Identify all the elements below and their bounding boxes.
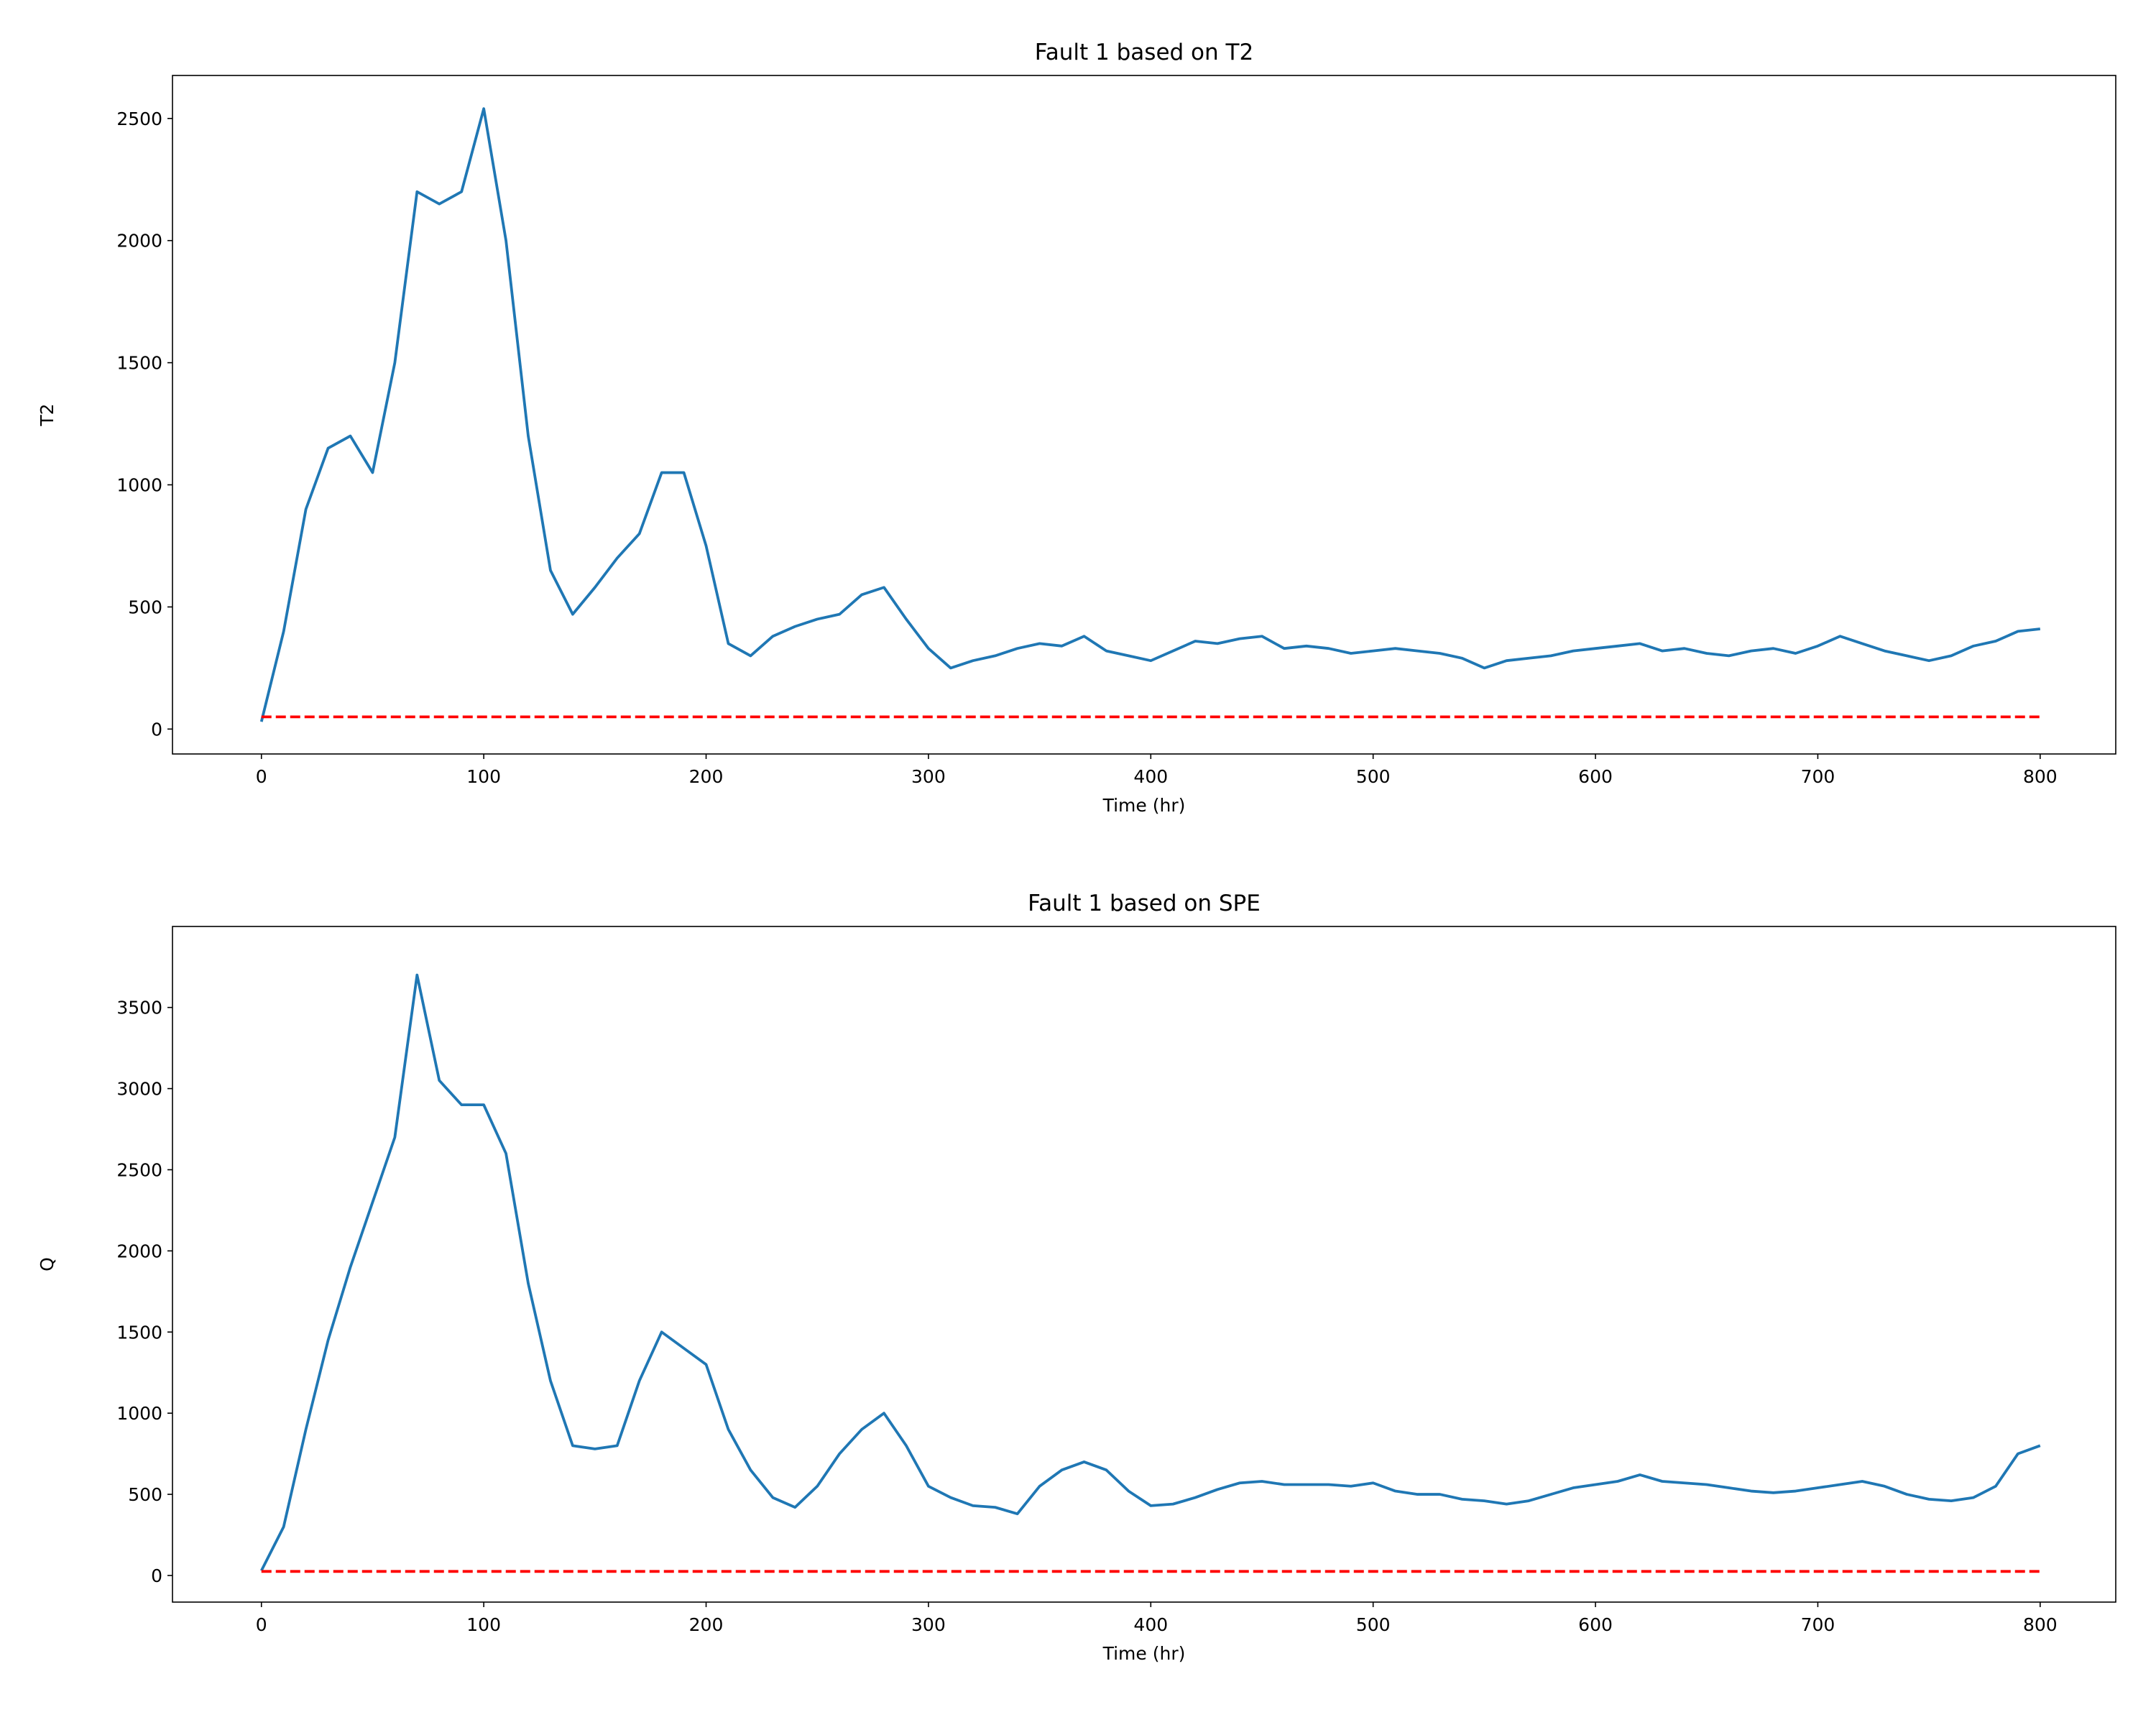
plot-frame	[172, 926, 2116, 1603]
y-tick-label: 1000	[116, 475, 162, 496]
y-tick-label: 2000	[116, 1241, 162, 1261]
x-axis-label: Time (hr)	[1102, 1643, 1186, 1664]
x-tick-label: 100	[466, 766, 501, 787]
y-tick-label: 3500	[116, 998, 162, 1018]
y-tick-label: 0	[151, 719, 162, 740]
y-axis-label: Q	[37, 1257, 57, 1271]
series-line	[260, 973, 2041, 1572]
chart-title: Fault 1 based on SPE	[1028, 891, 1261, 916]
x-tick-label: 800	[2023, 1614, 2058, 1635]
x-tick-label: 600	[1578, 1614, 1613, 1635]
series-line	[259, 107, 2041, 722]
x-tick-label: 700	[1801, 766, 1835, 787]
y-tick-label: 2500	[116, 1159, 162, 1180]
y-tick-label: 1500	[116, 1322, 162, 1343]
plot-frame	[172, 75, 2116, 755]
x-tick-label: 500	[1356, 1614, 1391, 1635]
y-tick-label: 1500	[116, 353, 162, 374]
x-tick-label: 600	[1578, 766, 1613, 787]
x-tick-label: 400	[1133, 766, 1168, 787]
x-axis-label: Time (hr)	[1102, 795, 1186, 816]
y-tick-label: 3000	[116, 1079, 162, 1100]
y-tick-label: 500	[128, 1484, 162, 1505]
y-axis-label: T2	[37, 403, 57, 426]
y-tick-label: 2000	[116, 231, 162, 252]
x-tick-label: 300	[911, 1614, 946, 1635]
y-tick-label: 2500	[116, 109, 162, 129]
x-tick-label: 500	[1356, 766, 1391, 787]
x-tick-label: 700	[1801, 1614, 1835, 1635]
x-tick-label: 0	[256, 766, 267, 787]
y-tick-label: 500	[128, 597, 162, 617]
y-tick-label: 1000	[116, 1403, 162, 1424]
x-tick-label: 200	[689, 1614, 724, 1635]
x-tick-label: 800	[2023, 766, 2058, 787]
x-tick-label: 100	[466, 1614, 501, 1635]
x-tick-label: 400	[1133, 1614, 1168, 1635]
chart-title: Fault 1 based on T2	[1035, 40, 1253, 65]
x-tick-label: 200	[689, 766, 724, 787]
x-tick-label: 300	[911, 766, 946, 787]
y-tick-label: 0	[151, 1565, 162, 1586]
x-tick-label: 0	[256, 1614, 267, 1635]
